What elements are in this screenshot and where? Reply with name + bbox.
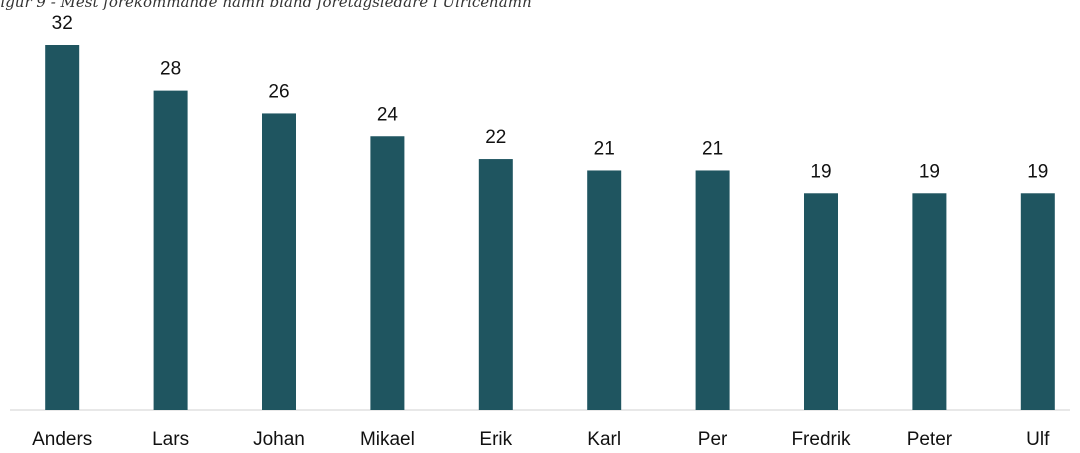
- data-label: 19: [810, 161, 831, 182]
- bar: [370, 136, 405, 410]
- x-tick-label: Karl: [587, 429, 621, 450]
- bar: [153, 90, 188, 410]
- bar: [912, 193, 947, 410]
- data-label: 21: [594, 138, 615, 159]
- x-tick-label: Fredrik: [791, 429, 851, 450]
- bar: [45, 45, 80, 410]
- data-label: 19: [1027, 161, 1048, 182]
- data-label: 22: [485, 127, 506, 148]
- x-tick-label: Peter: [907, 429, 953, 450]
- data-label: 26: [268, 81, 289, 102]
- x-tick-label: Per: [698, 429, 728, 450]
- bar: [587, 170, 622, 410]
- x-tick-label: Anders: [32, 429, 92, 450]
- data-label: 19: [919, 161, 940, 182]
- data-label: 28: [160, 59, 181, 80]
- bar: [695, 170, 730, 410]
- bar: [1020, 193, 1055, 410]
- x-tick-label: Mikael: [360, 429, 415, 450]
- bar: [478, 159, 513, 410]
- data-label: 24: [377, 104, 399, 125]
- x-tick-label: Erik: [479, 429, 512, 450]
- data-label: 21: [702, 138, 723, 159]
- chart-title: Figur 9 - Mest förekommande namn bland f…: [0, 0, 532, 11]
- x-tick-label: Johan: [253, 429, 305, 450]
- x-tick-label: Lars: [152, 429, 189, 450]
- x-tick-label: Ulf: [1026, 429, 1050, 450]
- data-label: 32: [52, 13, 73, 34]
- bar: [262, 113, 296, 410]
- bar: [804, 193, 838, 410]
